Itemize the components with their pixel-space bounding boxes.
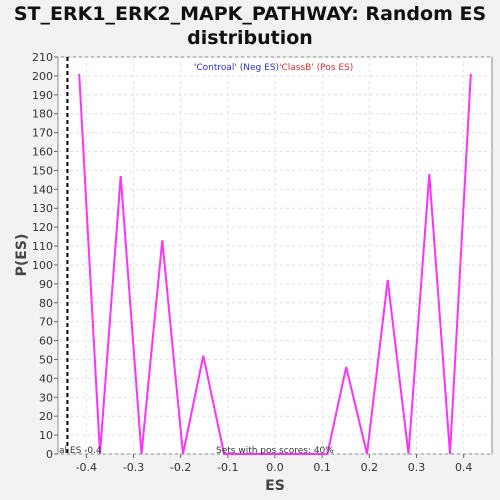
pos-scores-label: Sets with pos scores: 40% (216, 446, 334, 456)
y-tick-label: 170 (32, 127, 53, 140)
x-tick-label: -0.1 (217, 461, 238, 474)
y-tick-label: 40 (39, 372, 53, 385)
y-tick-label: 110 (32, 240, 53, 253)
y-tick-label: 130 (32, 202, 53, 215)
y-tick-label: 190 (32, 89, 53, 102)
y-tick-label: 30 (39, 391, 53, 404)
y-tick-label: 20 (39, 410, 53, 423)
chart-title-line-2: distribution (187, 27, 313, 49)
y-tick-label: 180 (32, 108, 53, 121)
y-tick-label: 0 (46, 448, 53, 461)
x-tick-label: -0.4 (76, 461, 97, 474)
x-tick-label: -0.2 (170, 461, 191, 474)
y-tick-label: 200 (32, 70, 53, 83)
actual-es-label: al ES -0.4 (59, 446, 102, 456)
x-tick-label: 0.3 (408, 461, 426, 474)
grid-lines (58, 56, 492, 455)
legend-pos-label: 'ClassB' (Pos ES) (279, 63, 353, 73)
x-axis-ticks: -0.4 -0.3 -0.2 -0.1 0.0 0.1 0.2 0.3 0.4 (76, 454, 473, 474)
y-tick-label: 80 (39, 297, 53, 310)
y-tick-label: 90 (39, 278, 53, 291)
y-tick-label: 10 (39, 429, 53, 442)
y-tick-label: 100 (32, 259, 53, 272)
y-tick-label: 50 (39, 353, 53, 366)
y-tick-label: 150 (32, 164, 53, 177)
x-tick-label: 0.2 (361, 461, 379, 474)
y-tick-label: 160 (32, 146, 53, 159)
y-tick-label: 140 (32, 183, 53, 196)
y-tick-label: 120 (32, 221, 53, 234)
x-tick-label: 0.1 (313, 461, 331, 474)
y-tick-label: 60 (39, 335, 53, 348)
y-tick-label: 210 (32, 51, 53, 64)
x-tick-label: 0.0 (266, 461, 284, 474)
y-axis-label: P(ES) (14, 234, 30, 277)
y-tick-label: 70 (39, 316, 53, 329)
chart-title: ST_ERK1_ERK2_MAPK_PATHWAY: Random ES dis… (0, 2, 500, 50)
x-tick-label: -0.3 (123, 461, 144, 474)
legend-neg-label: 'Controal' (Neg ES) (194, 63, 279, 73)
chart-title-line-1: ST_ERK1_ERK2_MAPK_PATHWAY: Random ES (13, 3, 487, 25)
x-axis-label: ES (265, 478, 285, 494)
series-line (78, 73, 472, 455)
x-tick-label: 0.4 (455, 461, 473, 474)
y-axis-ticks: 0 10 20 30 40 50 60 70 80 90 100 110 120 130 140 150 160… (32, 51, 58, 461)
